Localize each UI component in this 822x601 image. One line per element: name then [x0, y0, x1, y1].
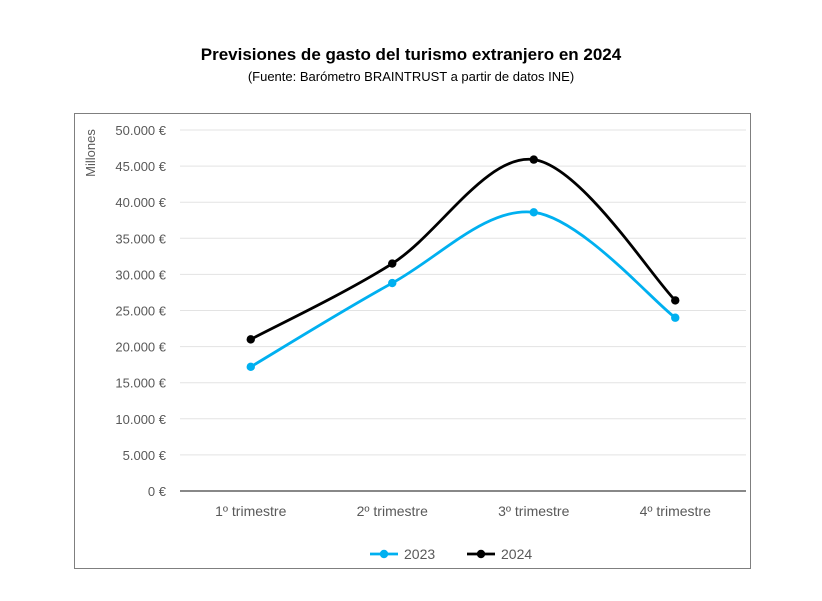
- y-tick-label: 5.000 €: [123, 448, 167, 463]
- data-point-2023: [671, 313, 680, 322]
- y-tick-label: 20.000 €: [115, 340, 166, 355]
- data-point-2024: [246, 335, 255, 344]
- data-point-2023: [529, 208, 538, 217]
- legend: 2023 2024: [370, 546, 532, 562]
- series-lines: [249, 158, 677, 369]
- y-tick-label: 45.000 €: [115, 159, 166, 174]
- series-line-2024: [249, 158, 677, 341]
- legend-marker-2023: [379, 549, 389, 559]
- data-point-2024: [671, 296, 680, 305]
- y-tick-label: 30.000 €: [115, 267, 166, 282]
- data-point-2024: [388, 259, 397, 268]
- legend-marker-2024: [476, 549, 486, 559]
- chart-title: Previsiones de gasto del turismo extranj…: [200, 45, 622, 64]
- y-tick-label: 25.000 €: [115, 304, 166, 319]
- y-tick-label: 0 €: [148, 484, 167, 499]
- x-category-label: 2º trimestre: [357, 503, 428, 519]
- gridlines: [180, 129, 746, 456]
- x-category-label: 1º trimestre: [215, 503, 286, 519]
- data-point-2023: [388, 278, 397, 288]
- series-points: [246, 155, 680, 372]
- x-axis-categories: 1º trimestre 2º trimestre 3º trimestre 4º t…: [215, 503, 711, 519]
- x-category-label: 3º trimestre: [498, 503, 569, 519]
- x-category-label: 4º trimestre: [640, 503, 711, 519]
- y-tick-label: 15.000 €: [115, 376, 166, 391]
- chart-subtitle: (Fuente: Barómetro BRAINTRUST a partir d…: [247, 69, 575, 84]
- series-line-2023: [249, 210, 677, 369]
- y-axis-ticks: 0 € 5.000 € 10.000 € 15.000 € 20.000 € 25.000…: [115, 123, 166, 499]
- y-tick-label: 50.000 €: [115, 123, 166, 138]
- y-tick-label: 10.000 €: [115, 412, 166, 427]
- chart-frame: [74, 113, 751, 569]
- y-tick-label: 35.000 €: [115, 231, 166, 246]
- y-axis-title: Millones: [83, 129, 98, 177]
- data-point-2024: [529, 155, 538, 164]
- legend-label-2023: 2023: [404, 546, 435, 562]
- y-tick-label: 40.000 €: [115, 195, 166, 210]
- legend-label-2024: 2024: [501, 546, 532, 562]
- data-point-2023: [246, 362, 255, 372]
